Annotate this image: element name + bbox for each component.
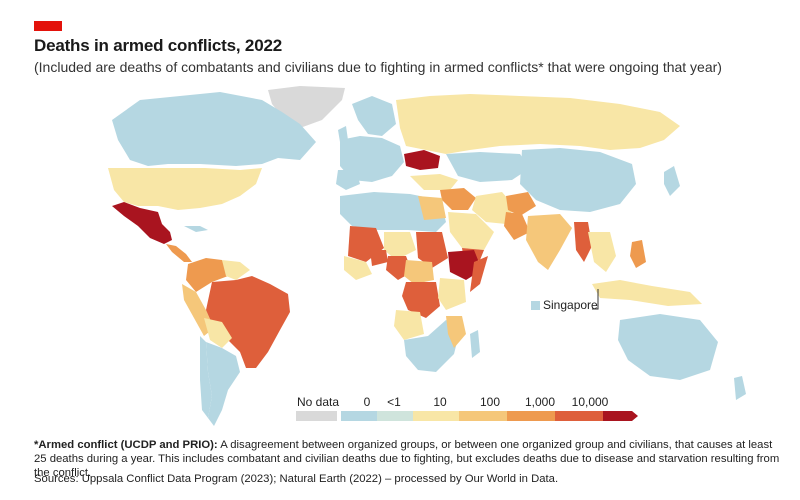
footnote-text: A disagreement between organized groups,… xyxy=(34,439,780,479)
region-argentina xyxy=(206,342,240,426)
chart-subtitle: (Included are deaths of combatants and c… xyxy=(34,59,722,75)
region-ukraine xyxy=(404,150,440,170)
legend-tick-100: 100 xyxy=(480,395,500,409)
legend-bin-100 xyxy=(459,411,507,421)
legend-tick-10000: 10,000 xyxy=(572,395,609,409)
region-chile xyxy=(200,336,212,418)
region-new-zealand xyxy=(734,376,746,400)
region-central-africa xyxy=(404,260,434,284)
region-turkey xyxy=(410,174,458,190)
region-russia xyxy=(396,94,680,154)
region-saudi xyxy=(448,212,494,250)
region-mexico xyxy=(112,202,172,244)
region-burkina xyxy=(370,250,388,266)
region-east-africa xyxy=(438,278,466,310)
legend-tick-10: 10 xyxy=(433,395,447,409)
legend-bin-1000 xyxy=(507,411,555,421)
sources: Sources: Uppsala Conflict Data Program (… xyxy=(34,473,559,485)
region-brazil xyxy=(206,276,290,368)
legend-bin-max-arrow xyxy=(603,411,638,421)
region-bolivia xyxy=(204,318,232,348)
legend-bin-10 xyxy=(413,411,459,421)
region-india xyxy=(526,214,572,270)
region-central-america xyxy=(166,244,192,262)
region-canada xyxy=(112,92,316,166)
legend-bin-0 xyxy=(341,411,377,421)
region-japan xyxy=(664,166,680,196)
region-iberia xyxy=(336,170,360,190)
singapore-leader-line xyxy=(592,289,599,310)
legend-bin-10000 xyxy=(555,411,603,421)
region-sahel-niger xyxy=(384,232,416,260)
legend-no-data-swatch xyxy=(296,411,337,421)
footnote-term: *Armed conflict (UCDP and PRIO): xyxy=(34,439,218,451)
region-kazakhstan xyxy=(446,152,530,182)
chart-title: Deaths in armed conflicts, 2022 xyxy=(34,36,282,55)
legend-tick-lt1: <1 xyxy=(387,395,401,409)
region-philippines xyxy=(630,240,646,268)
region-pakistan xyxy=(504,212,530,240)
region-indonesia xyxy=(592,280,702,306)
singapore-swatch xyxy=(531,301,540,310)
region-angola xyxy=(394,310,424,340)
singapore-label: Singapore xyxy=(543,298,598,312)
region-china xyxy=(520,148,636,212)
region-iran xyxy=(472,192,514,224)
region-australia xyxy=(618,314,718,380)
region-caribbean xyxy=(184,226,208,232)
region-uk xyxy=(338,126,348,142)
region-usa xyxy=(108,168,262,210)
region-colombia xyxy=(186,258,228,292)
region-egypt xyxy=(418,196,446,220)
legend-tick-1000: 1,000 xyxy=(525,395,555,409)
region-venezuela xyxy=(222,260,250,280)
legend-no-data-label: No data xyxy=(297,395,339,409)
region-myanmar xyxy=(574,222,592,262)
legend-tick-0: 0 xyxy=(364,395,371,409)
region-mozambique xyxy=(446,316,466,348)
region-syria-iraq xyxy=(440,188,476,210)
region-west-africa xyxy=(344,256,372,280)
region-somalia xyxy=(470,256,488,292)
region-scandinavia xyxy=(352,96,396,136)
region-afghanistan xyxy=(506,192,536,216)
region-se-asia xyxy=(588,232,616,272)
footnote: *Armed conflict (UCDP and PRIO): A disag… xyxy=(34,438,784,480)
legend-bin-lt1 xyxy=(377,411,413,421)
legend: No data 0 <1 10 100 1,000 10,000 xyxy=(296,395,638,421)
region-sudan xyxy=(416,232,448,268)
brand-red-tag xyxy=(34,21,62,31)
region-madagascar xyxy=(470,330,480,358)
region-drc xyxy=(402,282,440,318)
region-southern-africa xyxy=(404,320,460,372)
